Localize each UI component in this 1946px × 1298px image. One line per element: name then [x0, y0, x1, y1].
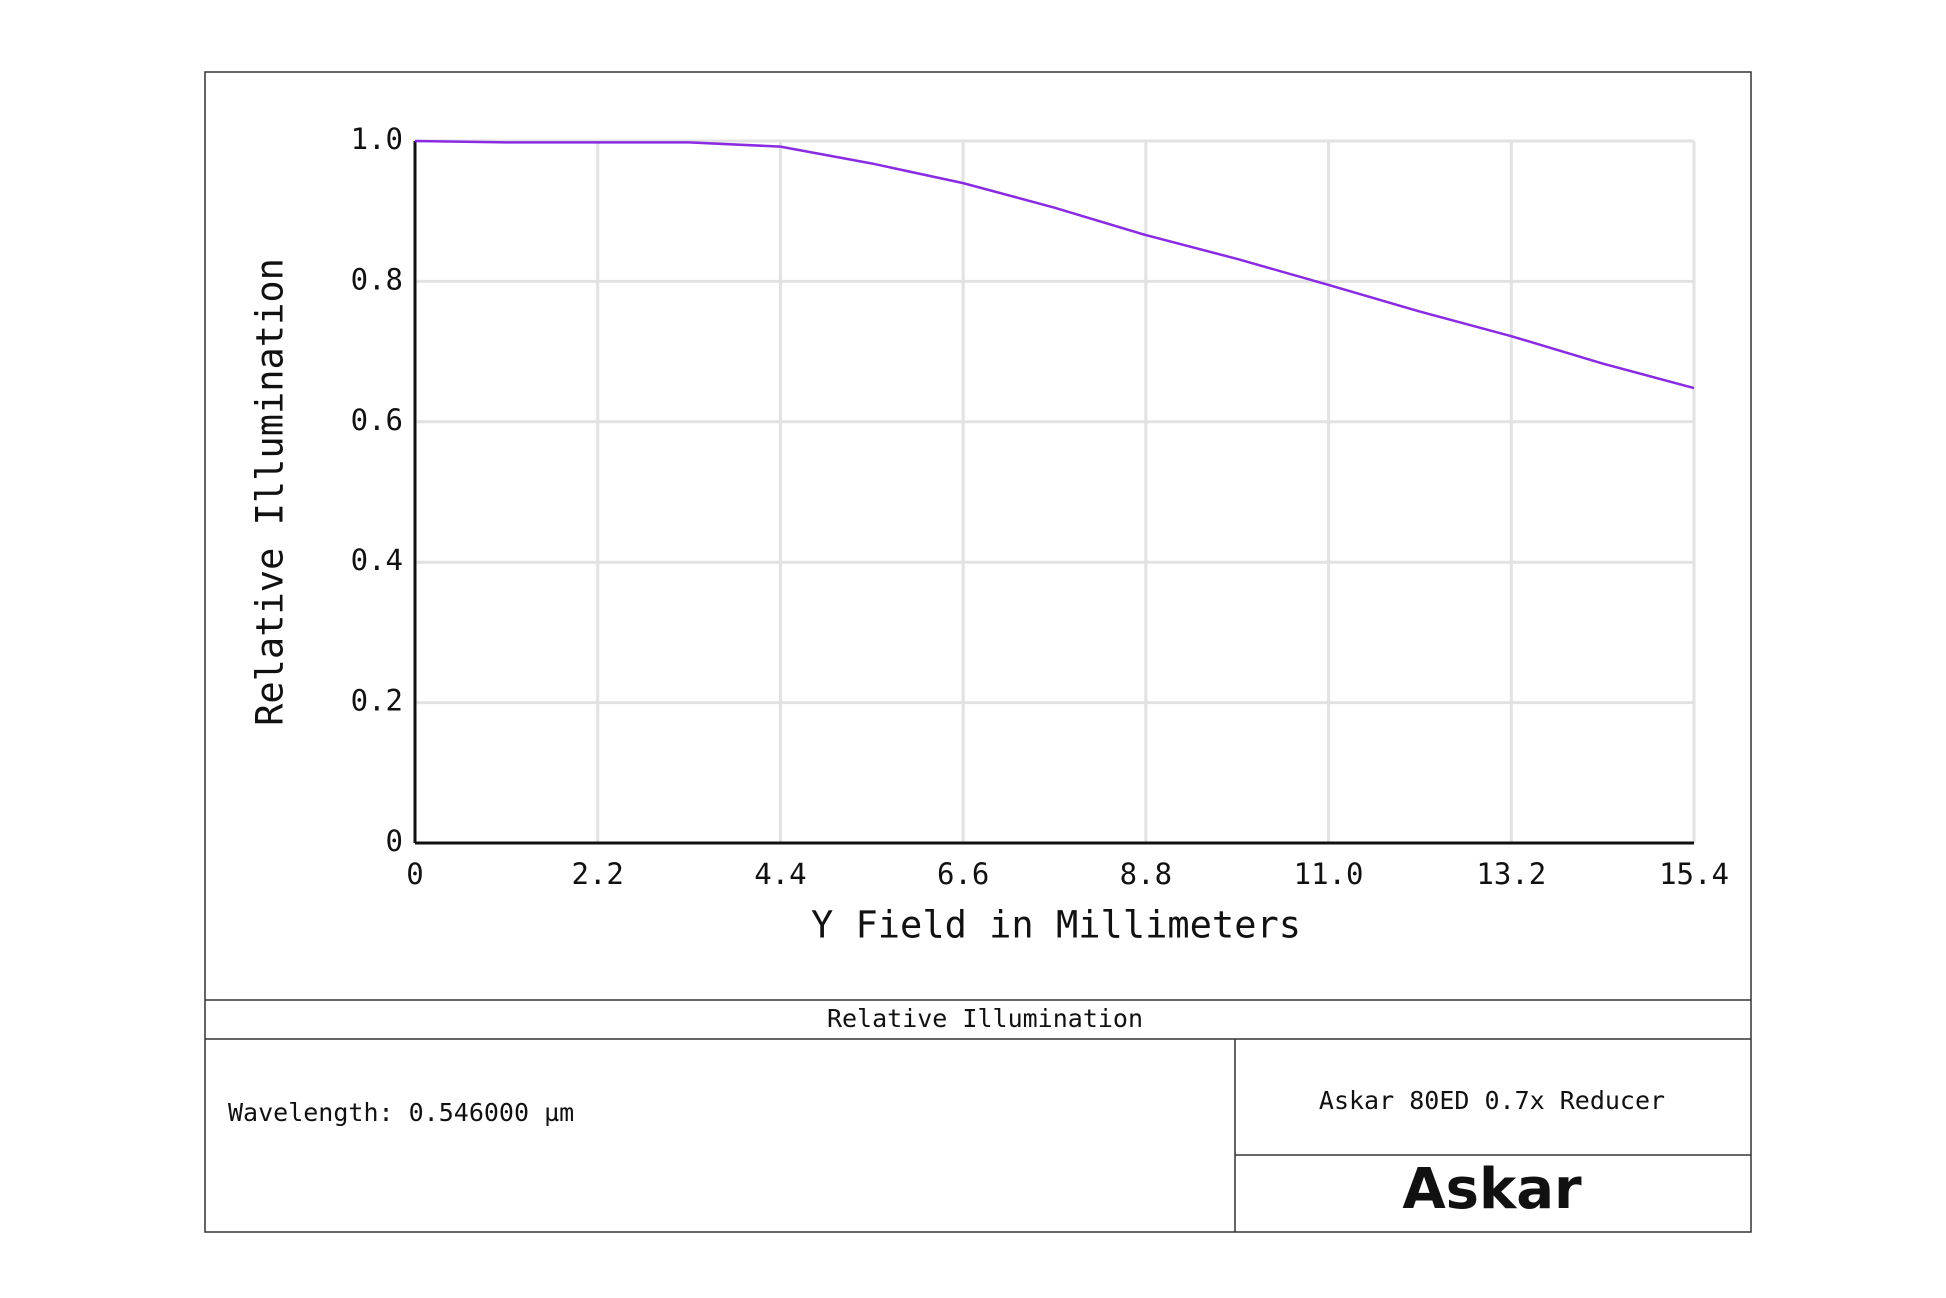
x-tick-label: 2.2 — [572, 857, 624, 891]
logo: Askar — [1402, 1157, 1582, 1222]
y-tick-label: 0 — [386, 824, 403, 858]
x-tick-label: 0 — [406, 857, 423, 891]
x-tick-label: 6.6 — [937, 857, 989, 891]
x-tick-label: 15.4 — [1659, 857, 1729, 891]
x-tick-label: 8.8 — [1120, 857, 1172, 891]
y-tick-label: 0.2 — [351, 684, 403, 718]
x-tick-label: 4.4 — [754, 857, 806, 891]
x-tick-label: 13.2 — [1476, 857, 1546, 891]
frame — [204, 71, 1752, 1233]
y-axis-label: Relative Illumination — [249, 258, 292, 726]
x-axis-label: Y Field in Millimeters — [811, 904, 1301, 947]
y-tick-label: 0.8 — [351, 262, 403, 296]
y-tick-label: 0.6 — [351, 403, 403, 437]
y-tick-label: 0.4 — [351, 543, 403, 577]
wavelength: Wavelength: 0.546000 µm — [228, 1098, 574, 1127]
data-line — [414, 139, 1695, 390]
y-tick-label: 1.0 — [351, 122, 403, 156]
lens-name: Askar 80ED 0.7x Reducer — [1319, 1086, 1665, 1115]
x-tick-label: 11.0 — [1294, 857, 1364, 891]
footer-title: Relative Illumination — [827, 1004, 1143, 1033]
